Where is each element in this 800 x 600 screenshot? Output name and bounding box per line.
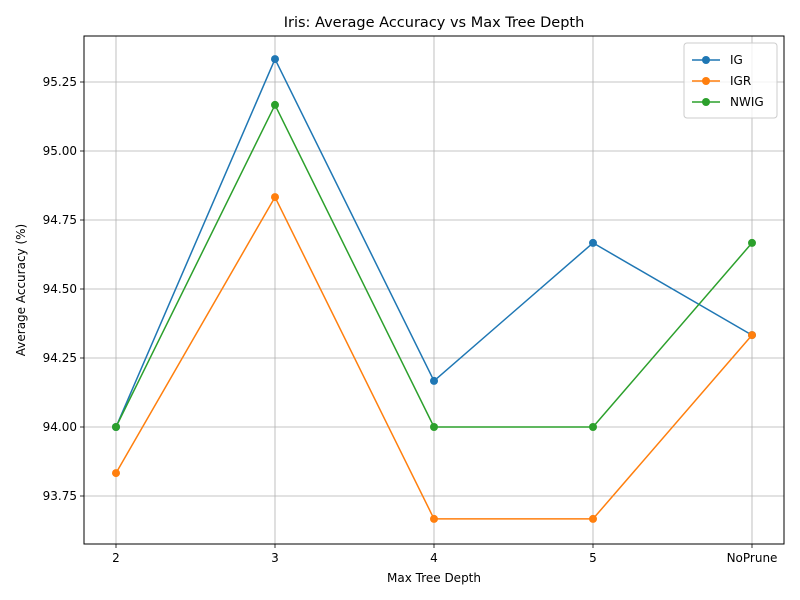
y-tick-label: 94.50 [43, 282, 77, 296]
x-tick-label: 2 [112, 551, 120, 565]
chart-title: Iris: Average Accuracy vs Max Tree Depth [284, 15, 585, 31]
grid-layer [84, 36, 784, 544]
legend: IG IGR NWIG [683, 42, 778, 119]
data-point [430, 423, 438, 431]
legend-marker [702, 77, 710, 85]
tick-layer: 2 3 4 5 NoPrune 93.75 94.00 94.25 94.50 94.75 95.0… [43, 75, 778, 565]
data-point [271, 193, 279, 202]
x-tick-label: 5 [589, 551, 597, 565]
data-point [112, 469, 120, 478]
data-point [112, 423, 120, 431]
data-point [430, 514, 438, 523]
data-point [430, 376, 438, 385]
y-tick-label: 95.25 [43, 75, 77, 89]
y-tick-label: 93.75 [43, 489, 77, 503]
legend-label: NWIG [730, 95, 764, 109]
x-tick-label: 4 [430, 551, 438, 565]
legend-label: IGR [730, 74, 751, 88]
y-tick-label: 94.00 [43, 420, 77, 434]
data-point [589, 238, 597, 247]
x-axis-label: Max Tree Depth [387, 571, 481, 585]
y-tick-label: 94.25 [43, 351, 77, 365]
y-tick-label: 94.75 [43, 213, 77, 227]
data-point [748, 238, 756, 247]
series-nwig [112, 100, 756, 431]
legend-item-nwig: NWIG [692, 95, 764, 109]
data-point [748, 331, 756, 340]
legend-item-igr: IGR [692, 74, 751, 88]
data-point [589, 514, 597, 523]
data-point [589, 423, 597, 431]
series-igr [112, 193, 756, 523]
x-tick-label: 3 [271, 551, 279, 565]
legend-label: IG [730, 53, 743, 67]
legend-marker [702, 56, 710, 64]
data-point [271, 55, 279, 64]
x-tick-label: NoPrune [727, 551, 778, 565]
y-axis-label: Average Accuracy (%) [14, 224, 28, 356]
series-layer [112, 55, 756, 523]
legend-marker [702, 98, 710, 106]
data-point [271, 100, 279, 109]
legend-item-ig: IG [692, 53, 743, 67]
legend-items: IG IGR NWIG [692, 53, 764, 109]
y-tick-label: 95.00 [43, 144, 77, 158]
